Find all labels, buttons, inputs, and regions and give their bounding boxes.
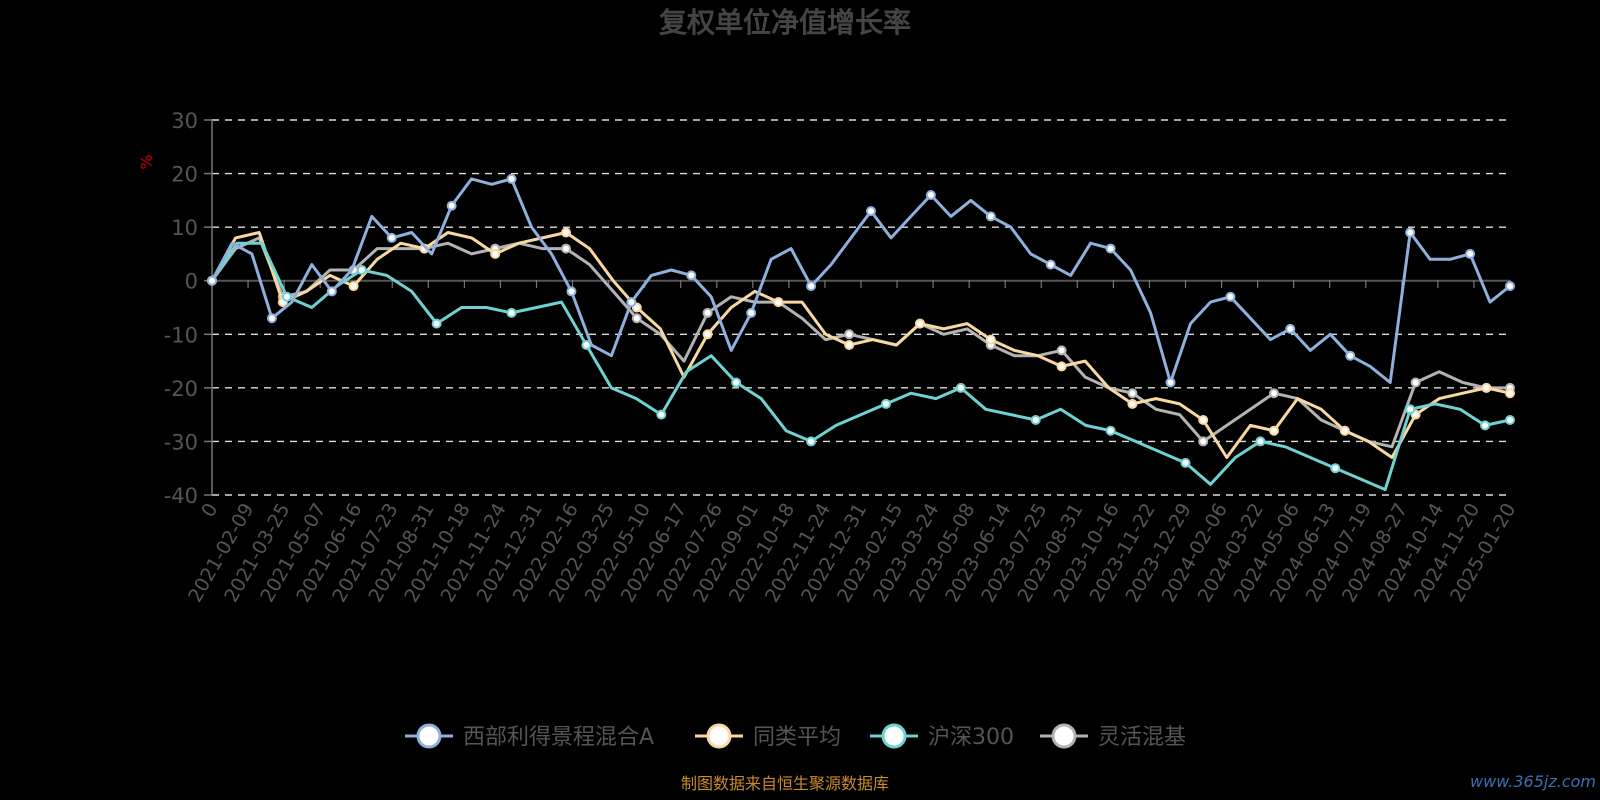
data-point (1045, 259, 1056, 270)
y-tick-label: -40 (164, 484, 198, 508)
data-point (626, 297, 637, 308)
data-point (1410, 377, 1421, 388)
data-point (1345, 350, 1356, 361)
data-point (1056, 345, 1067, 356)
y-tick-label: 10 (171, 216, 198, 240)
series-line (210, 241, 1511, 492)
data-point (1198, 436, 1209, 447)
data-point (702, 307, 713, 318)
data-point (506, 307, 517, 318)
data-point (561, 243, 571, 254)
data-point (656, 409, 667, 420)
y-tick-label: -20 (164, 377, 198, 401)
data-point (806, 436, 817, 447)
data-point (1127, 398, 1138, 409)
data-point (985, 211, 996, 222)
grid-lines (212, 119, 1510, 496)
data-point (1225, 291, 1236, 302)
legend-marker (416, 723, 442, 749)
legend-label: 沪深300 (928, 725, 1014, 750)
legend: 西部利得景程混合A 同类平均 沪深300 灵活混基 (405, 723, 1186, 750)
legend-marker (881, 723, 907, 749)
legend-marker (1051, 723, 1077, 749)
data-point (985, 334, 996, 345)
data-point (1198, 415, 1209, 425)
data-point (446, 200, 457, 211)
legend-label: 灵活混基 (1098, 725, 1186, 750)
data-point (880, 398, 891, 409)
legend-label: 西部利得景程混合A (463, 725, 654, 750)
data-point (1505, 415, 1515, 425)
data-point (1505, 388, 1515, 399)
data-point (686, 270, 697, 281)
data-point (1105, 243, 1116, 254)
legend-label: 同类平均 (753, 725, 841, 750)
data-point (326, 286, 337, 297)
data-point (1405, 227, 1416, 238)
data-point (1165, 377, 1176, 388)
y-tick-label: 30 (171, 109, 198, 133)
data-point (1269, 425, 1279, 436)
legend-marker (706, 723, 732, 749)
data-point (746, 307, 757, 318)
x-tick-label: 0 (197, 500, 222, 521)
data-point (561, 227, 571, 238)
data-point (1180, 457, 1191, 468)
data-point (1030, 415, 1041, 425)
data-point (1465, 248, 1476, 259)
data-point (773, 297, 784, 308)
source-note: 制图数据来自恒生聚源数据库 (681, 774, 889, 793)
y-tick-label: 0 (185, 270, 198, 294)
data-point (806, 281, 817, 292)
data-point (506, 173, 517, 184)
data-point (1105, 425, 1116, 436)
data-point (865, 206, 876, 217)
data-point (955, 382, 966, 393)
watermark: www.365jz.com (1470, 772, 1596, 791)
data-point (1056, 361, 1067, 372)
data-point (207, 275, 217, 286)
y-tick-label: -10 (164, 323, 198, 347)
data-point (1405, 404, 1416, 415)
data-point (1330, 463, 1341, 474)
y-axis: 30 20 10 0 -10 -20 -30 -40 (164, 109, 213, 508)
data-point (1339, 425, 1350, 436)
y-tick-label: 20 (171, 163, 198, 187)
data-point (1480, 420, 1491, 431)
data-point (915, 318, 925, 329)
data-point (731, 377, 742, 388)
data-point (1285, 323, 1296, 334)
y-tick-label: -30 (164, 430, 198, 454)
data-point (356, 265, 367, 275)
data-point (281, 291, 292, 302)
data-point (1481, 382, 1492, 393)
data-point (1505, 281, 1515, 292)
data-point (348, 281, 359, 292)
data-point (631, 313, 642, 324)
y-axis-unit-label: % (137, 154, 156, 169)
data-point (1269, 388, 1279, 399)
data-point (1127, 388, 1138, 399)
series-group (207, 173, 1515, 492)
data-point (925, 190, 936, 200)
data-point (566, 286, 577, 297)
data-point (702, 329, 713, 340)
x-axis: 02021-02-092021-03-252021-05-072021-06-1… (184, 280, 1520, 606)
data-point (844, 340, 855, 350)
data-point (386, 232, 397, 243)
data-point (490, 248, 501, 259)
data-point (1255, 436, 1266, 447)
data-point (844, 329, 855, 340)
data-point (431, 318, 442, 329)
chart-title: 复权单位净值增长率 (659, 6, 911, 39)
data-point (266, 313, 277, 324)
